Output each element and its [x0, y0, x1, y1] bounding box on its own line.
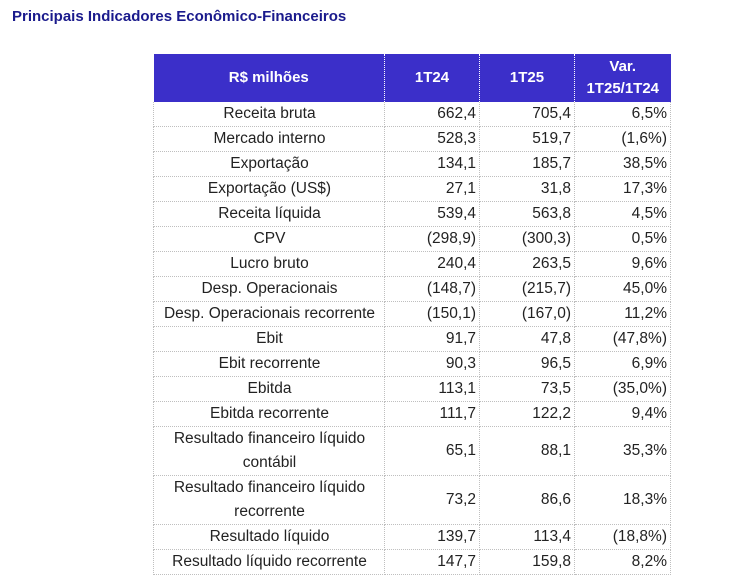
row-label: Mercado interno — [153, 126, 385, 152]
value-1t24: (298,9) — [384, 226, 480, 252]
header-variation: Var. 1T25/1T24 — [574, 54, 671, 102]
row-label: Exportação — [153, 151, 385, 177]
row-label: Ebitda — [153, 376, 385, 402]
value-1t25: 519,7 — [479, 126, 575, 152]
value-1t24: 27,1 — [384, 176, 480, 202]
value-variation: (18,8%) — [574, 524, 671, 550]
table-row: Resultado líquido 139,7 113,4 (18,8%) — [153, 524, 671, 550]
table-row: Resultado líquido recorrente 147,7 159,8… — [153, 549, 671, 575]
table-row: Ebitda 113,1 73,5 (35,0%) — [153, 376, 671, 402]
value-variation: 9,6% — [574, 251, 671, 277]
value-1t25: (215,7) — [479, 276, 575, 302]
value-variation: 17,3% — [574, 176, 671, 202]
table-row: Ebitda recorrente 111,7 122,2 9,4% — [153, 401, 671, 427]
table-row: CPV (298,9) (300,3) 0,5% — [153, 226, 671, 252]
table-row: Receita bruta 662,4 705,4 6,5% — [153, 102, 671, 127]
value-1t24: 111,7 — [384, 401, 480, 427]
table-row: Receita líquida 539,4 563,8 4,5% — [153, 201, 671, 227]
table-body: Receita bruta 662,4 705,4 6,5% Mercado i… — [153, 102, 671, 575]
value-1t24: 147,7 — [384, 549, 480, 575]
table-row: Exportação 134,1 185,7 38,5% — [153, 151, 671, 177]
value-variation: 45,0% — [574, 276, 671, 302]
header-variation-text: Var. 1T25/1T24 — [586, 58, 660, 97]
value-1t24: 73,2 — [384, 475, 480, 525]
row-label: Resultado líquido recorrente — [153, 549, 385, 575]
value-variation: 6,9% — [574, 351, 671, 377]
value-1t25: 263,5 — [479, 251, 575, 277]
header-currency: R$ milhões — [153, 54, 385, 102]
value-1t25: 88,1 — [479, 426, 575, 476]
row-label: Ebit — [153, 326, 385, 352]
value-1t25: 31,8 — [479, 176, 575, 202]
value-1t25: (300,3) — [479, 226, 575, 252]
value-1t24: (150,1) — [384, 301, 480, 327]
value-variation: 18,3% — [574, 475, 671, 525]
value-1t25: 185,7 — [479, 151, 575, 177]
table-row: Resultado financeiro líquido contábil 65… — [153, 426, 671, 476]
value-1t25: 159,8 — [479, 549, 575, 575]
table-row: Ebit recorrente 90,3 96,5 6,9% — [153, 351, 671, 377]
table-row: Lucro bruto 240,4 263,5 9,6% — [153, 251, 671, 277]
value-variation: 35,3% — [574, 426, 671, 476]
value-1t24: 134,1 — [384, 151, 480, 177]
value-1t24: 113,1 — [384, 376, 480, 402]
value-1t25: (167,0) — [479, 301, 575, 327]
value-variation: 8,2% — [574, 549, 671, 575]
value-1t24: (148,7) — [384, 276, 480, 302]
table-row: Resultado financeiro líquido recorrente … — [153, 475, 671, 525]
value-1t25: 86,6 — [479, 475, 575, 525]
value-1t25: 122,2 — [479, 401, 575, 427]
value-1t24: 65,1 — [384, 426, 480, 476]
value-variation: 4,5% — [574, 201, 671, 227]
value-variation: 38,5% — [574, 151, 671, 177]
row-label: Resultado financeiro líquido recorrente — [153, 475, 385, 525]
header-1t24: 1T24 — [384, 54, 480, 102]
row-label: Ebit recorrente — [153, 351, 385, 377]
value-variation: 6,5% — [574, 102, 671, 127]
value-variation: (47,8%) — [574, 326, 671, 352]
page-title: Principais Indicadores Econômico-Finance… — [12, 8, 347, 25]
header-row: R$ milhões 1T24 1T25 Var. 1T25/1T24 — [153, 54, 671, 102]
row-label: Exportação (US$) — [153, 176, 385, 202]
value-1t24: 90,3 — [384, 351, 480, 377]
value-1t24: 528,3 — [384, 126, 480, 152]
value-1t24: 662,4 — [384, 102, 480, 127]
value-1t25: 47,8 — [479, 326, 575, 352]
table-row: Mercado interno 528,3 519,7 (1,6%) — [153, 126, 671, 152]
value-1t25: 705,4 — [479, 102, 575, 127]
row-label: Receita bruta — [153, 102, 385, 127]
value-1t24: 139,7 — [384, 524, 480, 550]
value-1t24: 539,4 — [384, 201, 480, 227]
value-variation: (1,6%) — [574, 126, 671, 152]
value-1t24: 240,4 — [384, 251, 480, 277]
financial-indicators-table: R$ milhões 1T24 1T25 Var. 1T25/1T24 Rece… — [153, 54, 671, 575]
table-row: Exportação (US$) 27,1 31,8 17,3% — [153, 176, 671, 202]
value-variation: 9,4% — [574, 401, 671, 427]
table-row: Desp. Operacionais (148,7) (215,7) 45,0% — [153, 276, 671, 302]
header-1t25: 1T25 — [479, 54, 575, 102]
row-label: Desp. Operacionais recorrente — [153, 301, 385, 327]
table-row: Desp. Operacionais recorrente (150,1) (1… — [153, 301, 671, 327]
row-label: Lucro bruto — [153, 251, 385, 277]
value-1t25: 96,5 — [479, 351, 575, 377]
row-label: Resultado financeiro líquido contábil — [153, 426, 385, 476]
table-row: Ebit 91,7 47,8 (47,8%) — [153, 326, 671, 352]
table-header: R$ milhões 1T24 1T25 Var. 1T25/1T24 — [153, 54, 671, 102]
row-label: CPV — [153, 226, 385, 252]
value-variation: 0,5% — [574, 226, 671, 252]
row-label: Receita líquida — [153, 201, 385, 227]
value-variation: (35,0%) — [574, 376, 671, 402]
row-label: Resultado líquido — [153, 524, 385, 550]
value-1t24: 91,7 — [384, 326, 480, 352]
row-label: Desp. Operacionais — [153, 276, 385, 302]
value-variation: 11,2% — [574, 301, 671, 327]
row-label: Ebitda recorrente — [153, 401, 385, 427]
value-1t25: 113,4 — [479, 524, 575, 550]
value-1t25: 563,8 — [479, 201, 575, 227]
value-1t25: 73,5 — [479, 376, 575, 402]
